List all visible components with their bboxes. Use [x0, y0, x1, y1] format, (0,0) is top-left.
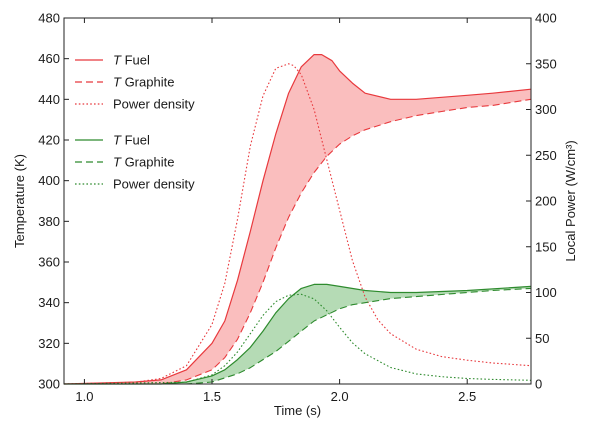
series-line-1: [64, 98, 532, 385]
y-right-tick-label: 250: [535, 148, 557, 163]
legend-label: T Graphite: [113, 155, 174, 170]
y-left-tick-label: 360: [38, 255, 60, 270]
y-right-tick-label: 400: [535, 11, 557, 26]
x-tick-label: 2.0: [331, 389, 349, 404]
y-right-tick-label: 300: [535, 102, 557, 117]
series-line-5: [63, 293, 532, 385]
y-left-tick-label: 440: [38, 92, 60, 107]
legend-label: T Fuel: [113, 133, 150, 148]
series-lines: [63, 53, 532, 385]
y-right-tick-label: 100: [535, 285, 557, 300]
legend-label: Power density: [113, 97, 195, 112]
y-right-tick-label: 200: [535, 194, 557, 209]
y-right-tick-label: 150: [535, 239, 557, 254]
y-axis-right-label: Local Power (W/cm³): [563, 140, 578, 261]
y-left-tick-label: 460: [38, 51, 60, 66]
y-left-tick-label: 480: [38, 11, 60, 26]
series-line-0: [63, 53, 532, 385]
y-left-tick-label: 340: [38, 295, 60, 310]
x-tick-label: 2.5: [458, 389, 476, 404]
legend-label: T Fuel: [113, 53, 150, 68]
y-left-tick-label: 300: [38, 377, 60, 392]
x-tick-label: 1.5: [203, 389, 221, 404]
fill-areas: [64, 54, 531, 384]
legend-label: Power density: [113, 177, 195, 192]
y-right-tick-label: 50: [535, 331, 549, 346]
y-right-tick-label: 0: [535, 377, 542, 392]
series-line-3: [64, 283, 532, 385]
axis-ticks: 1.0 1.5 2.0 2.5 300 320 340 360 380 400 420 440 460 4…: [38, 11, 556, 405]
y-left-tick-label: 400: [38, 173, 60, 188]
legend-label: T Graphite: [113, 75, 174, 90]
series-line-4: [64, 287, 532, 385]
y-left-tick-label: 420: [38, 133, 60, 148]
fill-area-1: [64, 284, 531, 384]
series-line-2: [63, 63, 532, 385]
y-axis-left-label: Temperature (K): [12, 154, 27, 248]
x-axis-label: Time (s): [274, 403, 321, 418]
legend: T Fuel T Graphite Power density T Fuel T Gra…: [75, 53, 195, 192]
y-right-tick-label: 350: [535, 56, 557, 71]
y-left-tick-label: 380: [38, 214, 60, 229]
fill-area-0: [64, 54, 531, 384]
y-left-tick-label: 320: [38, 336, 60, 351]
x-tick-label: 1.0: [75, 389, 93, 404]
